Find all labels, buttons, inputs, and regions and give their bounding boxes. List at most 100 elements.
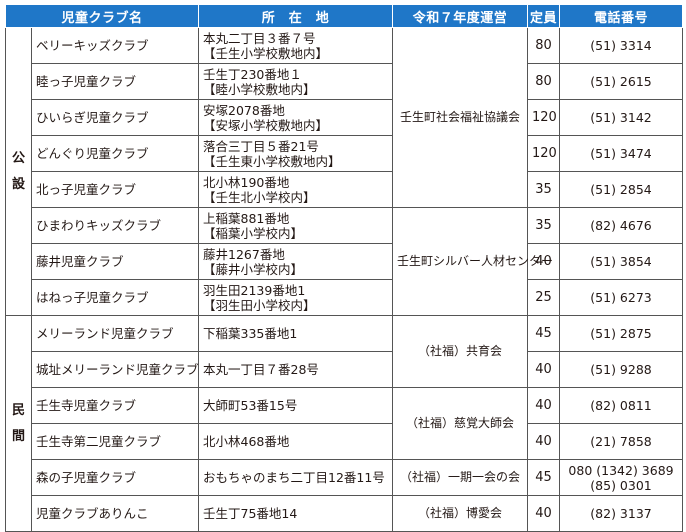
club-phone: (51) 2854 <box>559 171 684 208</box>
table-row: 藤井児童クラブ 藤井1267番地 【藤井小学校内】 40 (51) 3854 <box>6 243 684 280</box>
phone-number: 080 (1342) 3689 <box>568 462 674 478</box>
club-address: おもちゃのまち二丁目12番11号 <box>198 459 394 496</box>
phone-number: (51) 3142 <box>590 110 652 125</box>
club-address: 藤井1267番地 【藤井小学校内】 <box>198 243 394 280</box>
address-line: 北小林468番地 <box>203 434 290 449</box>
club-capacity: 120 <box>527 99 561 136</box>
address-line: 【壬生北小学校内】 <box>203 189 316 205</box>
club-name: ベリーキッズクラブ <box>30 27 200 64</box>
club-operator: （社福）共育会 <box>392 315 529 388</box>
club-phone: (51) 2875 <box>559 315 684 352</box>
club-address: 本丸二丁目３番７号 【壬生小学校敷地内】 <box>198 27 394 64</box>
club-operator: 壬生町シルバー人材センター <box>392 207 553 316</box>
club-name: 児童クラブありんこ <box>30 495 200 532</box>
address-line: 大師町53番15号 <box>203 398 298 413</box>
club-name: 壬生寺児童クラブ <box>30 387 200 424</box>
table-body: 公設ベリーキッズクラブ 本丸二丁目３番７号 【壬生小学校敷地内】 壬生町社会福祉協議会… <box>5 27 684 532</box>
category-private: 民間 <box>5 315 32 532</box>
address-line: 【壬生小学校敷地内】 <box>203 45 329 61</box>
table-row: 公設ベリーキッズクラブ 本丸二丁目３番７号 【壬生小学校敷地内】 壬生町社会福祉協議会… <box>5 27 684 316</box>
club-capacity: 40 <box>527 243 561 280</box>
phone-number: (51) 9288 <box>590 362 652 377</box>
club-address: 北小林190番地 【壬生北小学校内】 <box>198 171 394 208</box>
table-row: どんぐり児童クラブ 落合三丁目５番21号 【壬生東小学校敷地内】 120 (51) 34… <box>6 135 684 172</box>
club-capacity: 35 <box>527 171 561 208</box>
club-address: 壬生丁230番地１ 【睦小学校敷地内】 <box>198 63 394 100</box>
club-phone: (51) 6273 <box>559 279 684 316</box>
phone-number: (82) 3137 <box>590 506 652 521</box>
address-line: 本丸二丁目３番７号 <box>203 30 316 46</box>
address-line: 【睦小学校敷地内】 <box>203 81 316 97</box>
club-name: 森の子児童クラブ <box>30 459 200 496</box>
address-line: 落合三丁目５番21号 <box>203 138 319 154</box>
club-capacity: 80 <box>527 27 561 64</box>
phone-number: (82) 0811 <box>590 398 652 413</box>
header-address: 所 在 地 <box>198 4 394 28</box>
club-phone: (21) 7858 <box>559 423 684 460</box>
phone-number: (21) 7858 <box>590 434 652 449</box>
address-line: 【壬生東小学校敷地内】 <box>203 153 341 169</box>
club-name: ひいらぎ児童クラブ <box>30 99 200 136</box>
address-line: 北小林190番地 <box>203 174 290 190</box>
club-name: メリーランド児童クラブ <box>30 315 200 352</box>
club-address: 下稲葉335番地1 <box>198 315 394 352</box>
phone-number: (51) 3314 <box>590 38 652 53</box>
address-line: 壬生丁75番地14 <box>203 506 298 521</box>
club-capacity: 25 <box>527 279 561 316</box>
table-row: 城址メリーランド児童クラブ 本丸一丁目７番28号 40 (51) 9288 <box>6 351 684 388</box>
club-capacity: 35 <box>527 207 561 244</box>
table-row: 森の子児童クラブ おもちゃのまち二丁目12番11号 （社福）一期一会の会 45 080 … <box>6 459 684 496</box>
address-line: 本丸一丁目７番28号 <box>203 362 319 377</box>
address-line: 【稲葉小学校内】 <box>203 225 304 241</box>
club-capacity: 40 <box>527 495 561 532</box>
category-char: 設 <box>11 176 25 192</box>
header-capacity: 定員 <box>527 4 561 28</box>
phone-number: (51) 6273 <box>590 290 652 305</box>
table-row: 壬生寺第二児童クラブ 北小林468番地 40 (21) 7858 <box>6 423 684 460</box>
phone-number: (51) 2854 <box>590 182 652 197</box>
club-operator: （社福）一期一会の会 <box>392 459 529 496</box>
club-phone: (51) 3474 <box>559 135 684 172</box>
category-char: 民 <box>11 402 25 418</box>
table-row: 壬生寺児童クラブ 大師町53番15号 （社福）慈覚大師会 40 (82) 0811 <box>6 387 684 460</box>
children-club-table: 児童クラブ名 所 在 地 令和７年度運営 定員 電話番号 公設ベリーキッズクラブ… <box>4 4 684 532</box>
club-phone: (51) 3142 <box>559 99 684 136</box>
table-row: 児童クラブありんこ 壬生丁75番地14 （社福）博愛会 40 (82) 3137 <box>6 495 684 532</box>
address-line: 安塚2078番地 <box>203 102 285 118</box>
address-line: 【安塚小学校敷地内】 <box>203 117 329 133</box>
address-line: 【藤井小学校内】 <box>203 261 304 277</box>
club-capacity: 40 <box>527 351 561 388</box>
table-row: ひいらぎ児童クラブ 安塚2078番地 【安塚小学校敷地内】 120 (51) 3142 <box>6 99 684 136</box>
address-line: 下稲葉335番地1 <box>203 326 298 341</box>
club-phone: 080 (1342) 3689 (85) 0301 <box>559 459 684 496</box>
phone-number: (51) 2875 <box>590 326 652 341</box>
address-line: おもちゃのまち二丁目12番11号 <box>203 470 385 485</box>
club-address: 上稲葉881番地 【稲葉小学校内】 <box>198 207 394 244</box>
club-address: 落合三丁目５番21号 【壬生東小学校敷地内】 <box>198 135 394 172</box>
club-address: 本丸一丁目７番28号 <box>198 351 394 388</box>
address-line: 上稲葉881番地 <box>203 210 290 226</box>
header-operator: 令和７年度運営 <box>392 4 529 28</box>
table-row: 北っ子児童クラブ 北小林190番地 【壬生北小学校内】 35 (51) 2854 <box>6 171 684 208</box>
header-phone: 電話番号 <box>559 4 684 28</box>
club-name: ひまわりキッズクラブ <box>30 207 200 244</box>
table-row: ひまわりキッズクラブ 上稲葉881番地 【稲葉小学校内】 壬生町シルバー人材センター 3… <box>6 207 684 316</box>
header-row: 児童クラブ名 所 在 地 令和７年度運営 定員 電話番号 <box>4 4 684 28</box>
category-char: 間 <box>11 428 25 444</box>
table-row: 睦っ子児童クラブ 壬生丁230番地１ 【睦小学校敷地内】 80 (51) 2615 <box>6 63 684 100</box>
club-name: 北っ子児童クラブ <box>30 171 200 208</box>
club-operator: （社福）博愛会 <box>392 495 529 532</box>
club-capacity: 45 <box>527 459 561 496</box>
table-row: はねっ子児童クラブ 羽生田2139番地1 【羽生田小学校内】 25 (51) 6273 <box>6 279 684 316</box>
club-capacity: 40 <box>527 423 561 460</box>
club-phone: (82) 4676 <box>559 207 684 244</box>
club-name: どんぐり児童クラブ <box>30 135 200 172</box>
club-address: 壬生丁75番地14 <box>198 495 394 532</box>
club-phone: (51) 3854 <box>559 243 684 280</box>
club-address: 安塚2078番地 【安塚小学校敷地内】 <box>198 99 394 136</box>
phone-number: (51) 2615 <box>590 74 652 89</box>
club-name: はねっ子児童クラブ <box>30 279 200 316</box>
club-address: 羽生田2139番地1 【羽生田小学校内】 <box>198 279 394 316</box>
address-line: 壬生丁230番地１ <box>203 66 302 82</box>
address-line: 羽生田2139番地1 <box>203 282 306 298</box>
